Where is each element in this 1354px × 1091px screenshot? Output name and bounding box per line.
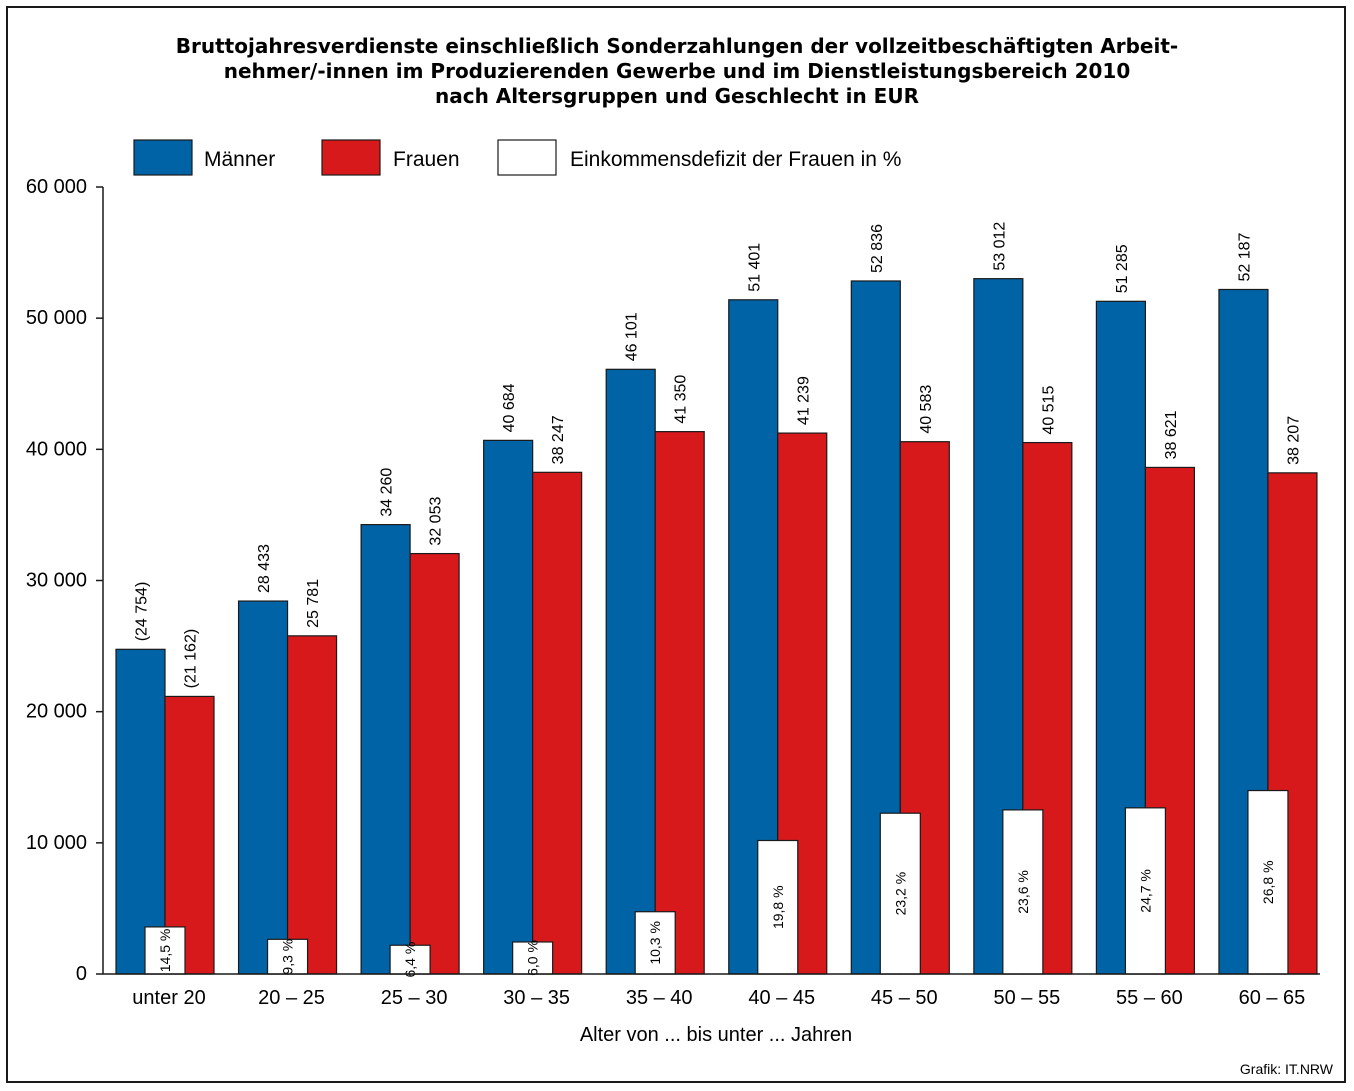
- x-tick-label: 50 – 55: [993, 987, 1060, 1009]
- bar-group: 52 836 40 583 23,2 %: [850, 224, 950, 975]
- value-label-maenner: 28 433: [256, 544, 273, 593]
- value-label-defizit: 6,4 %: [402, 942, 418, 978]
- x-tick-label: 55 – 60: [1116, 987, 1183, 1009]
- bar-group: 53 012 40 515 23,6 %: [973, 222, 1073, 975]
- value-label-defizit: 6,0 %: [525, 940, 541, 976]
- legend-label-maenner: Männer: [204, 148, 275, 171]
- value-label-maenner: 52 836: [869, 224, 886, 273]
- bar-defizit: [1002, 809, 1044, 975]
- bar-defizit: [144, 926, 186, 975]
- bar-frauen: [532, 471, 583, 975]
- value-label-frauen: 40 515: [1040, 386, 1057, 435]
- y-tick-label: 30 000: [26, 570, 87, 592]
- value-label-frauen: 41 239: [795, 376, 812, 425]
- value-label-frauen: 41 350: [673, 375, 690, 424]
- value-label-maenner: 52 187: [1236, 232, 1253, 281]
- bar-group: (24 754) (21 162) 14,5 %: [115, 582, 215, 975]
- y-tick-label: 20 000: [26, 701, 87, 723]
- legend: Männer Frauen Einkommensdefizit der Frau…: [133, 139, 901, 176]
- bar-maenner: [115, 648, 166, 975]
- value-label-defizit: 19,8 %: [770, 885, 786, 929]
- bar-frauen: [286, 635, 338, 975]
- value-label-defizit: 23,2 %: [892, 872, 908, 916]
- y-axis: 0 10 000 20 000 30 000 40 000 50 000 60 000: [26, 176, 104, 985]
- value-label-defizit: 23,6 %: [1015, 870, 1031, 914]
- legend-swatch-frauen: [321, 139, 381, 176]
- y-tick-label: 10 000: [26, 832, 87, 854]
- bar-group: 34 260 32 053 6,4 %: [360, 468, 460, 978]
- bar-group: 51 285 38 621 24,7 %: [1095, 244, 1196, 975]
- bar-group: 40 684 38 247 6,0 %: [483, 383, 583, 976]
- bar-defizit: [634, 911, 676, 975]
- value-label-defizit: 24,7 %: [1137, 869, 1153, 913]
- x-tick-label: 20 – 25: [258, 987, 325, 1009]
- bar-defizit: [757, 839, 799, 975]
- value-label-frauen: 38 207: [1285, 416, 1302, 465]
- legend-swatch-defizit: [497, 139, 557, 176]
- legend-swatch-maenner: [133, 139, 193, 176]
- bar-group: 46 101 41 350 10,3 %: [605, 312, 705, 975]
- value-label-maenner: 51 401: [746, 243, 763, 292]
- y-tick-label: 0: [76, 963, 87, 985]
- value-label-defizit: 26,8 %: [1260, 860, 1276, 904]
- bar-group: 28 433 25 781 9,3 %: [237, 544, 338, 975]
- bar-group: 52 187 38 207 26,8 %: [1218, 232, 1318, 975]
- value-label-defizit: 9,3 %: [280, 939, 296, 975]
- value-label-maenner: 53 012: [991, 222, 1008, 271]
- source-credit: Grafik: IT.NRW: [1240, 1061, 1334, 1077]
- x-tick-label: 35 – 40: [626, 987, 693, 1009]
- x-axis: unter 20 20 – 25 25 – 30 30 – 35 35 – 40 40 –…: [103, 973, 1320, 1009]
- x-axis-title: Alter von ... bis unter ... Jahren: [580, 1024, 852, 1046]
- value-label-frauen: 32 053: [428, 497, 445, 546]
- value-label-defizit: 14,5 %: [157, 929, 173, 973]
- value-label-frauen: 38 247: [550, 415, 567, 464]
- value-label-maenner: 34 260: [379, 468, 396, 517]
- value-label-maenner: (24 754): [134, 582, 151, 642]
- value-label-frauen: 25 781: [305, 579, 322, 628]
- x-tick-label: 40 – 45: [748, 987, 815, 1009]
- bar-maenner: [483, 439, 534, 975]
- value-label-frauen: (21 162): [183, 629, 200, 689]
- value-label-maenner: 51 285: [1114, 244, 1131, 293]
- bar-frauen: [409, 552, 460, 975]
- value-label-frauen: 40 583: [918, 385, 935, 434]
- value-label-defizit: 10,3 %: [647, 921, 663, 965]
- y-tick-label: 50 000: [26, 307, 87, 329]
- bars: (24 754) (21 162) 14,5 % 28 433 25 781 9,3 % 3…: [115, 222, 1318, 978]
- bar-maenner: [237, 600, 289, 975]
- legend-label-defizit: Einkommensdefizit der Frauen in %: [570, 148, 901, 171]
- title-line-2: nehmer/-innen im Produzierenden Gewerbe …: [224, 59, 1130, 83]
- bar-group: 51 401 41 239 19,8 %: [728, 243, 828, 975]
- x-tick-label: 45 – 50: [871, 987, 938, 1009]
- bar-maenner: [605, 368, 656, 975]
- title-line-1: Bruttojahresverdienste einschließlich So…: [176, 34, 1178, 58]
- legend-label-frauen: Frauen: [393, 148, 460, 171]
- bar-defizit: [266, 938, 309, 975]
- bar-frauen: [654, 431, 705, 975]
- value-label-maenner: 46 101: [624, 312, 641, 361]
- chart-title: Bruttojahresverdienste einschließlich So…: [176, 34, 1178, 108]
- title-line-3: nach Altersgruppen und Geschlecht in EUR: [435, 84, 919, 108]
- y-tick-label: 60 000: [26, 176, 87, 198]
- bar-defizit: [512, 941, 554, 975]
- x-tick-label: 30 – 35: [503, 987, 570, 1009]
- bar-maenner: [360, 524, 411, 975]
- value-label-maenner: 40 684: [501, 383, 518, 432]
- value-label-frauen: 38 621: [1163, 410, 1180, 459]
- x-tick-label: unter 20: [132, 987, 205, 1009]
- x-tick-label: 60 – 65: [1239, 987, 1306, 1009]
- bar-defizit: [1124, 807, 1167, 975]
- y-tick-label: 40 000: [26, 438, 87, 460]
- x-tick-label: 25 – 30: [381, 987, 448, 1009]
